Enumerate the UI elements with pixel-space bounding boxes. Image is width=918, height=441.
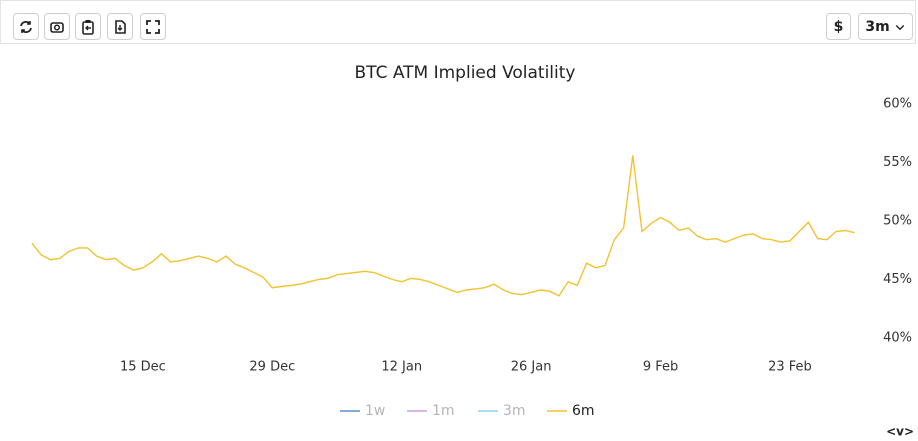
y-tick-label: 45% bbox=[883, 272, 912, 287]
x-tick-label: 29 Dec bbox=[249, 360, 295, 375]
refresh-button[interactable] bbox=[13, 13, 39, 40]
screenshot-button[interactable] bbox=[44, 13, 70, 40]
currency-button[interactable]: $ bbox=[826, 13, 851, 40]
y-tick-label: 40% bbox=[883, 331, 912, 346]
legend-label: 6m bbox=[572, 403, 595, 419]
legend-label: 1w bbox=[365, 403, 385, 419]
y-tick-label: 50% bbox=[883, 214, 912, 229]
x-tick-label: 15 Dec bbox=[120, 360, 166, 375]
range-dropdown[interactable]: 3m bbox=[858, 13, 913, 40]
legend-label: 1m bbox=[432, 403, 455, 419]
range-label: 3m bbox=[865, 18, 890, 35]
legend-item[interactable]: 6m bbox=[547, 403, 595, 419]
download-button[interactable] bbox=[107, 13, 133, 40]
line-series bbox=[31, 155, 855, 297]
y-tick-label: 60% bbox=[883, 97, 912, 112]
x-tick-label: 23 Feb bbox=[768, 360, 812, 375]
chart-title: BTC ATM Implied Volatility bbox=[355, 63, 576, 83]
footer-toggle[interactable]: <v> bbox=[886, 425, 914, 439]
legend-label: 3m bbox=[503, 403, 526, 419]
dropdown-caret bbox=[895, 24, 904, 30]
legend-item[interactable]: 1w bbox=[340, 403, 385, 419]
x-tick-label: 26 Jan bbox=[511, 360, 552, 375]
copy-button[interactable] bbox=[75, 13, 101, 40]
x-tick-label: 12 Jan bbox=[381, 360, 422, 375]
fullscreen-button[interactable] bbox=[140, 13, 166, 40]
x-tick-label: 9 Feb bbox=[643, 360, 678, 375]
legend-item[interactable]: 1m bbox=[407, 403, 455, 419]
toolbar bbox=[0, 0, 916, 44]
y-tick-label: 55% bbox=[883, 155, 912, 170]
legend-item[interactable]: 3m bbox=[478, 403, 526, 419]
